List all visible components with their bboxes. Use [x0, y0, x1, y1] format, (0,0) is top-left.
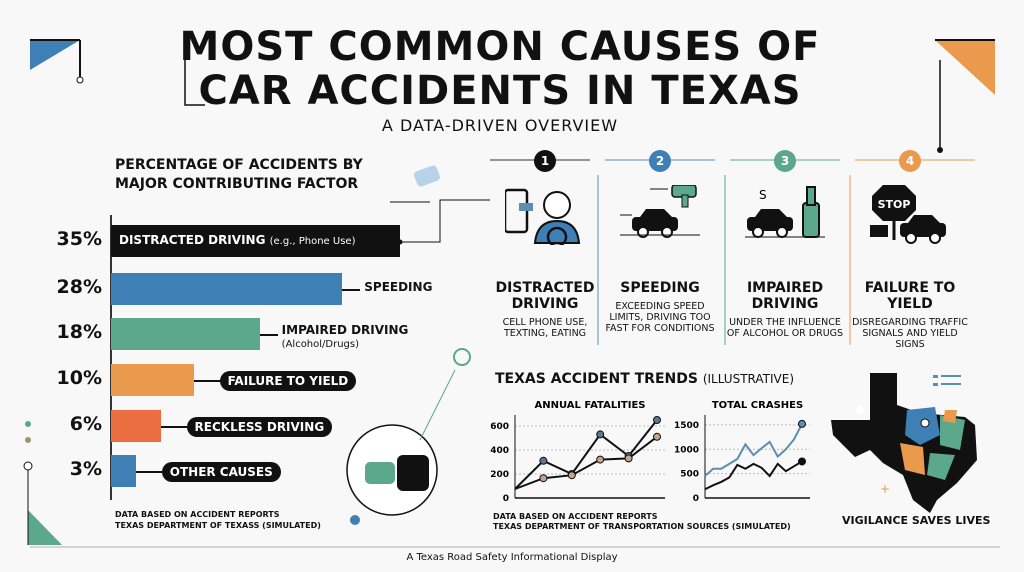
bar-axis: [110, 215, 112, 500]
bar-value-label: 28%: [56, 276, 102, 298]
title-line-2: CAR ACCIDENTS IN TEXAS: [198, 68, 802, 114]
cause-title: IMPAIRED DRIVING: [746, 280, 824, 312]
cause-number: 2: [649, 150, 671, 172]
bar-value-label: 3%: [69, 458, 102, 480]
data-point: [624, 454, 633, 463]
title-line-1: MOST COMMON CAUSES OF: [179, 24, 821, 70]
series-line: [514, 436, 658, 490]
bar-category-text: DISTRACTED DRIVING: [119, 233, 266, 247]
cause-description: DISREGARDING TRAFFIC SIGNALS AND YIELD S…: [852, 317, 968, 350]
svg-text:S: S: [759, 188, 767, 202]
bar-leader-line: [160, 426, 189, 428]
data-point: [539, 456, 548, 465]
data-point: [539, 474, 548, 483]
bar-source-2: TEXAS DEPARTMENT OF TEXASS (SIMULATED): [115, 521, 321, 530]
data-point: [653, 432, 661, 441]
line-chart-title: TOTAL CRASHES: [712, 400, 803, 411]
data-point: [653, 416, 661, 424]
cause-number: 3: [774, 150, 796, 172]
bar-value-label: 6%: [69, 413, 102, 435]
bar: [111, 410, 161, 442]
bar-category-label: DISTRACTED DRIVING (e.g., Phone Use): [119, 233, 355, 247]
data-point: [567, 471, 576, 480]
footer: A Texas Road Safety Informational Displa…: [406, 552, 618, 563]
y-tick-label: 1000: [674, 445, 699, 455]
cause-number: 1: [534, 150, 556, 172]
svg-text:+: +: [880, 482, 890, 496]
y-tick-label: 0: [503, 494, 509, 504]
series-line: [514, 419, 658, 490]
bar-category-note: (Alcohol/Drugs): [281, 339, 360, 350]
map-caption: VIGILANCE SAVES LIVES: [842, 514, 991, 527]
cause-number: 4: [899, 150, 921, 172]
trends-title: TEXAS ACCIDENT TRENDS (ILLUSTRATIVE): [495, 371, 794, 387]
bar-value-label: 35%: [56, 228, 102, 250]
y-tick-label: 1500: [674, 421, 699, 431]
bar: [111, 455, 136, 487]
trends-source-2: TEXAS DEPARTMENT OF TRANSPORTATION SOURC…: [493, 522, 791, 531]
line-chart-title: ANNUAL FATALITIES: [535, 400, 646, 411]
trends-source-1: DATA BASED ON ACCIDENT REPORTS: [493, 512, 658, 521]
texas-map-icon: +: [831, 373, 977, 513]
bar-chart-title: PERCENTAGE OF ACCIDENTS BY MAJOR CONTRIB…: [115, 157, 363, 192]
bar: [111, 273, 343, 305]
bar-category-label: FAILURE TO YIELD: [219, 371, 357, 391]
speed-radar-car-icon: [620, 184, 700, 245]
cause-card-1: 1 DISTRACTED DRIVING CELL PHONE USE, TEX…: [485, 150, 605, 339]
bar-value-label: 18%: [56, 321, 102, 343]
y-tick-label: 500: [680, 470, 699, 480]
bar-category-label: SPEEDING: [364, 280, 433, 294]
trends-title-note: (ILLUSTRATIVE): [702, 372, 795, 386]
data-point: [798, 419, 806, 428]
bar-category-note: (e.g., Phone Use): [269, 236, 356, 247]
series-line: [704, 460, 803, 491]
cause-card-3: 3 S IMPAIRED DRIVING UNDER THE INFLUENCE…: [725, 150, 845, 339]
cause-title: DISTRACTED DRIVING: [495, 280, 595, 312]
stop-sign-text: STOP: [878, 198, 911, 211]
cause-card-2: 2 SPEEDING EXCEEDING SPEED LIMITS, DRIVI…: [600, 150, 720, 334]
trend-charts: ANNUAL FATALITIES 0 200 400 600 TOTAL CRASHES…: [490, 400, 810, 504]
cause-description: UNDER THE INFLUENCE OF ALCOHOL OR DRUGS: [726, 317, 844, 339]
bar: [111, 225, 401, 257]
bar-value-label: 10%: [56, 367, 102, 389]
bar: [111, 318, 260, 350]
bar: [111, 364, 194, 396]
cause-title: FAILURE TO YIELD: [864, 280, 956, 312]
bar-leader-line: [259, 334, 278, 336]
bar-category-label: RECKLESS DRIVING: [186, 417, 333, 437]
data-point: [596, 455, 605, 464]
cause-title: SPEEDING: [620, 280, 700, 296]
bar-leader-line: [135, 471, 164, 473]
bar-leader-line: [193, 380, 222, 382]
y-tick-label: 400: [490, 446, 509, 456]
bar-leader-line: [342, 289, 361, 291]
data-point: [798, 457, 806, 466]
bar-source-1: DATA BASED ON ACCIDENT REPORTS: [115, 510, 280, 519]
bar-category-label: OTHER CAUSES: [161, 462, 281, 482]
y-tick-label: 200: [490, 470, 509, 480]
cause-description: CELL PHONE USE, TEXTING, EATING: [502, 317, 588, 339]
cause-description: EXCEEDING SPEED LIMITS, DRIVING TOO FAST…: [605, 301, 715, 334]
bar-category-label: IMPAIRED DRIVING: [281, 323, 409, 337]
subtitle: A DATA-DRIVEN OVERVIEW: [381, 116, 619, 135]
trends-title-text: TEXAS ACCIDENT TRENDS: [495, 371, 698, 387]
y-tick-label: 600: [490, 422, 509, 432]
phone-driver-icon: [503, 185, 585, 248]
cause-card-4: 4 STOP FAILURE TO YIELD DISREGARDING TRA…: [850, 150, 970, 350]
y-tick-label: 0: [693, 494, 699, 504]
stop-sign-icon: STOP: [870, 185, 950, 245]
car-bottle-icon: S: [745, 185, 825, 245]
series-line: [704, 423, 803, 477]
data-point: [596, 430, 605, 439]
